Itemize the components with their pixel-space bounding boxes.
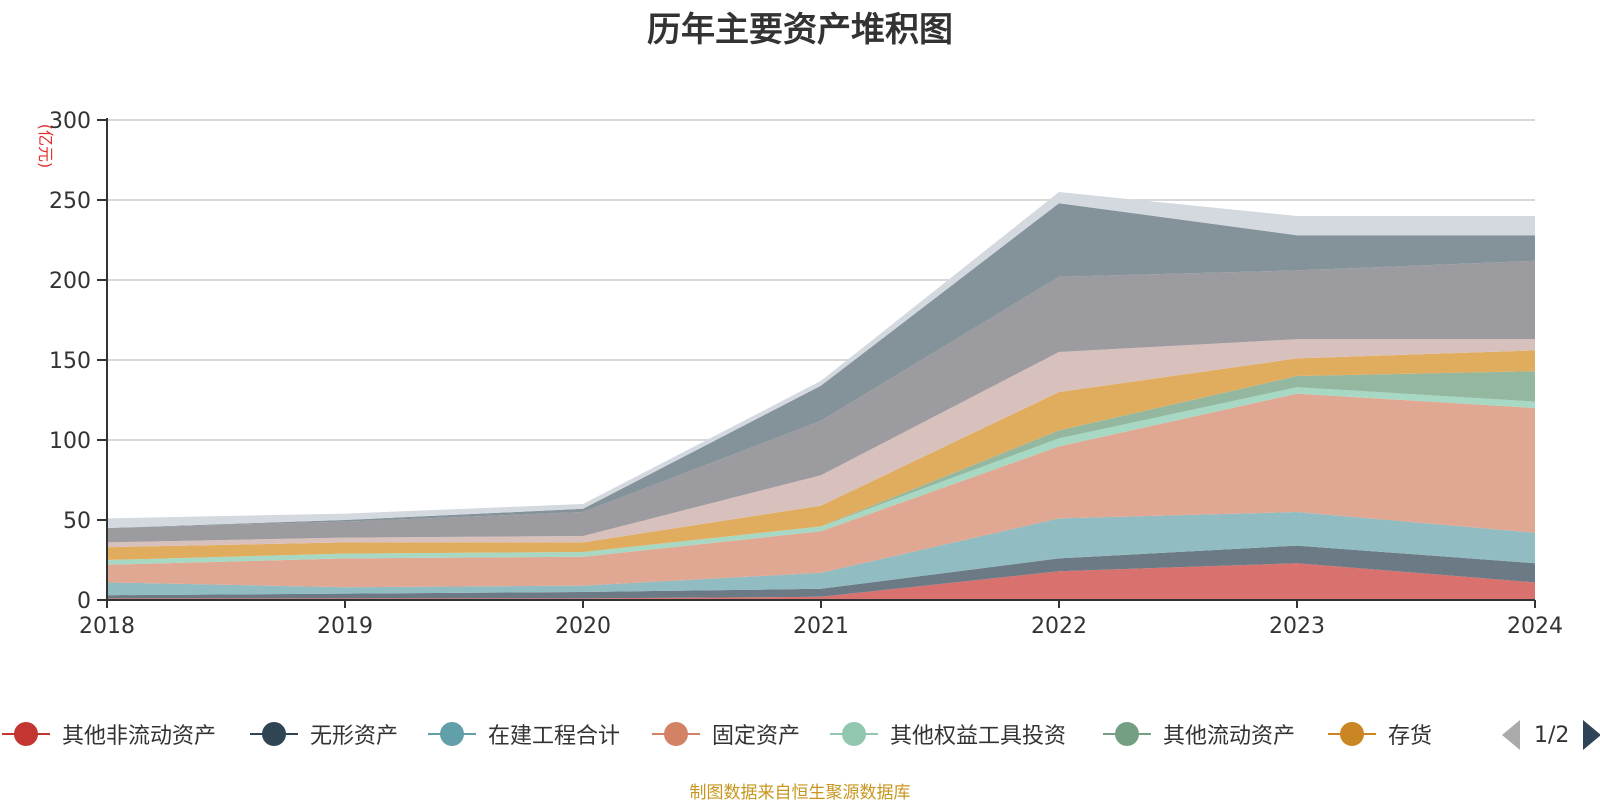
y-tick-label: 0 bbox=[77, 589, 91, 614]
area-series-5 bbox=[107, 387, 1535, 565]
area-series-3 bbox=[107, 512, 1535, 596]
legend-marker-icon bbox=[830, 719, 878, 749]
area-series-8 bbox=[107, 339, 1535, 548]
legend-next-page-icon[interactable] bbox=[1583, 720, 1600, 750]
legend-item[interactable]: 无形资产 bbox=[250, 714, 398, 754]
x-tick-label: 2024 bbox=[1507, 614, 1563, 639]
legend-label: 无形资产 bbox=[310, 724, 399, 749]
legend-label: 固定资产 bbox=[712, 724, 801, 749]
chart-title: 历年主要资产堆积图 bbox=[647, 10, 953, 50]
x-tick-label: 2019 bbox=[317, 614, 373, 639]
y-axis-unit-label: (亿元) bbox=[36, 124, 55, 169]
legend: 其他非流动资产 无形资产 在建工程合计 固定资产 其他权益工具投资 其他流动资产 存货 bbox=[0, 714, 1465, 754]
area-series-6 bbox=[107, 371, 1535, 560]
legend-pager: 1/2 bbox=[1502, 718, 1600, 752]
legend-marker-icon bbox=[250, 719, 298, 749]
legend-prev-page-icon[interactable] bbox=[1502, 720, 1520, 750]
legend-label: 存货 bbox=[1388, 724, 1433, 749]
x-tick-label: 2021 bbox=[793, 614, 849, 639]
area-series-11 bbox=[107, 192, 1535, 528]
x-tick-label: 2023 bbox=[1269, 614, 1325, 639]
legend-label: 其他流动资产 bbox=[1163, 724, 1296, 749]
legend-label: 其他非流动资产 bbox=[62, 724, 217, 749]
legend-marker-icon bbox=[1103, 719, 1151, 749]
area-series-7 bbox=[107, 350, 1535, 560]
x-tick-label: 2022 bbox=[1031, 614, 1087, 639]
y-tick-label: 250 bbox=[49, 189, 91, 214]
y-tick-label: 150 bbox=[49, 349, 91, 374]
legend-item[interactable]: 其他流动资产 bbox=[1103, 714, 1295, 754]
area-series-9 bbox=[107, 260, 1535, 543]
area-series-4 bbox=[107, 393, 1535, 588]
legend-item[interactable]: 存货 bbox=[1328, 714, 1432, 754]
legend-page-indicator: 1/2 bbox=[1534, 722, 1570, 748]
x-tick-label: 2018 bbox=[79, 614, 135, 639]
legend-marker-icon bbox=[652, 719, 700, 749]
legend-item[interactable]: 固定资产 bbox=[652, 714, 800, 754]
area-series-2 bbox=[107, 545, 1535, 599]
legend-marker-icon bbox=[428, 719, 476, 749]
data-source-note: 制图数据来自恒生聚源数据库 bbox=[689, 783, 911, 803]
legend-marker-icon bbox=[1328, 719, 1376, 749]
legend-label: 其他权益工具投资 bbox=[890, 724, 1067, 749]
y-tick-label: 50 bbox=[63, 509, 91, 534]
legend-label: 在建工程合计 bbox=[488, 724, 621, 749]
area-series-10 bbox=[107, 203, 1535, 528]
y-tick-label: 200 bbox=[49, 269, 91, 294]
x-tick-label: 2020 bbox=[555, 614, 611, 639]
legend-item[interactable]: 其他非流动资产 bbox=[2, 714, 216, 754]
y-tick-label: 300 bbox=[49, 109, 91, 134]
legend-item[interactable]: 在建工程合计 bbox=[428, 714, 620, 754]
legend-item[interactable]: 其他权益工具投资 bbox=[830, 714, 1066, 754]
y-tick-label: 100 bbox=[49, 429, 91, 454]
legend-marker-icon bbox=[2, 719, 50, 749]
area-series-1 bbox=[107, 563, 1535, 600]
